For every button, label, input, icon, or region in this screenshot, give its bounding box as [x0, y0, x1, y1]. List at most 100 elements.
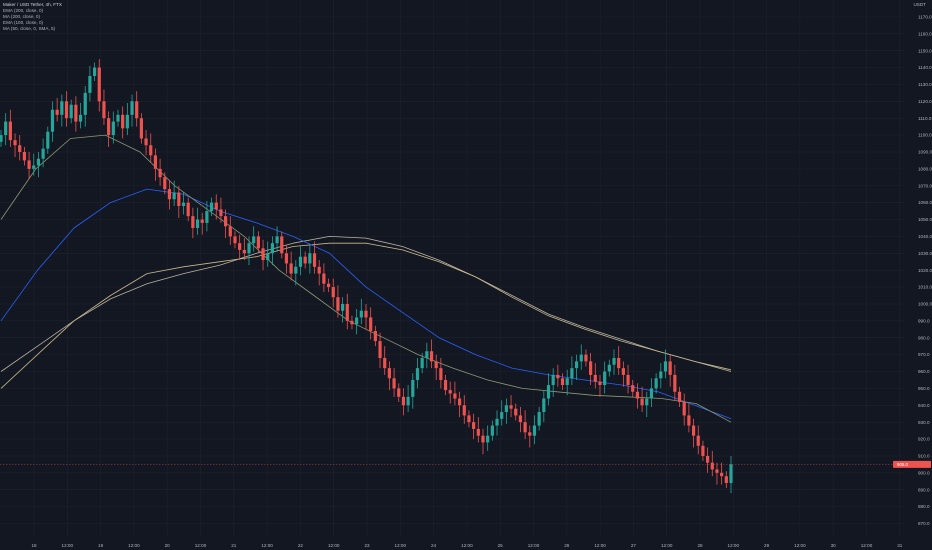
price-tick-label: 1040.0: [918, 234, 932, 239]
moving-average-lines: [0, 134, 732, 423]
candle-body: [364, 310, 368, 318]
ma200-line: [0, 242, 732, 389]
candle: [8, 109, 12, 147]
candle-body: [579, 354, 583, 362]
time-tick-label: 12:00: [328, 543, 340, 548]
currency-unit: USDT: [913, 2, 926, 7]
candle-body: [691, 425, 696, 436]
price-tick-label: 1130.0: [918, 82, 932, 87]
candle: [256, 231, 260, 254]
legend-ma50[interactable]: MA (50, close, 0, SMA, 5): [3, 26, 56, 31]
candle-body: [373, 330, 377, 342]
time-tick-label: 22: [298, 543, 304, 548]
candle: [406, 385, 410, 413]
candle-body: [448, 390, 452, 394]
candle-body: [621, 368, 625, 375]
symbol-title[interactable]: Maker / USD Tether, 4h, FTX: [3, 2, 62, 7]
price-tick-label: 900.0: [918, 470, 930, 475]
candle: [645, 391, 649, 418]
candle-body: [565, 378, 569, 386]
candle-body: [425, 351, 429, 358]
candle-body: [27, 160, 31, 169]
candle: [191, 207, 195, 239]
candle-body: [434, 361, 438, 369]
candle-body: [387, 368, 391, 379]
time-tick-label: 21: [231, 543, 237, 548]
candle: [214, 194, 218, 220]
candle-body: [209, 202, 214, 212]
candle: [617, 346, 621, 375]
candle: [486, 425, 490, 451]
legend-ma200[interactable]: MA (200, close, 0): [3, 14, 41, 19]
legend-ema100[interactable]: EMA (100, close, 0): [3, 20, 44, 25]
candle-body: [200, 219, 204, 223]
candle-body: [397, 388, 401, 397]
last-price-badge-label: 905.0: [897, 462, 909, 467]
price-axis[interactable]: 1170.0 1160.0 1150.0 1140.0 1130.0 1120.0 1110…: [918, 14, 932, 526]
candle-body: [706, 455, 710, 463]
candle: [284, 244, 289, 274]
candle: [383, 346, 387, 375]
candle: [83, 86, 87, 127]
candle: [528, 425, 532, 448]
candle: [434, 354, 438, 380]
candle-body: [298, 256, 303, 267]
time-tick-label: 29: [764, 543, 770, 548]
candle: [481, 428, 485, 455]
candle: [355, 309, 359, 335]
candle: [504, 398, 508, 424]
candle-body: [645, 398, 649, 406]
price-tick-label: 1070.0: [918, 183, 932, 188]
candle-body: [78, 114, 83, 122]
candle: [649, 378, 654, 407]
candle-body: [345, 303, 349, 321]
candle: [570, 356, 574, 386]
candle: [584, 349, 588, 367]
legend-ema200[interactable]: EMA (200, close, 0): [3, 8, 44, 13]
candle: [252, 226, 256, 252]
candle-body: [383, 358, 387, 369]
candle: [50, 101, 55, 142]
candle-body: [542, 398, 546, 413]
candle-body: [289, 263, 293, 274]
candle: [364, 303, 368, 330]
candle: [598, 374, 602, 397]
candle-body: [317, 266, 321, 274]
candle-body: [92, 67, 97, 76]
candle-body: [532, 425, 537, 436]
candle-body: [130, 101, 134, 115]
price-tick-label: 870.0: [918, 521, 930, 526]
candle: [673, 364, 677, 401]
candle: [18, 135, 22, 161]
candle-body: [341, 303, 345, 311]
candle-body: [659, 371, 663, 379]
candle: [317, 260, 321, 286]
candle: [668, 354, 672, 387]
candle-body: [149, 145, 153, 156]
candle-body: [546, 385, 551, 399]
candle-body: [490, 425, 494, 436]
candle: [102, 89, 106, 125]
candle-body: [457, 398, 462, 406]
candle: [158, 158, 162, 186]
candle-body: [453, 393, 457, 399]
candle: [233, 231, 237, 249]
time-tick-label: 28: [697, 543, 703, 548]
time-axis[interactable]: 18 12:00 19 12:00 20 12:00 21 12:00 22 12:00 23 12:…: [31, 543, 902, 548]
candle: [130, 94, 134, 127]
ema100-line: [0, 188, 732, 420]
candle-body: [224, 216, 228, 227]
candle-body: [411, 379, 415, 397]
candle-body: [116, 114, 120, 122]
candle-body: [312, 253, 317, 267]
candle: [453, 381, 457, 406]
candle: [55, 97, 59, 122]
candle: [518, 406, 523, 433]
candle: [280, 231, 284, 259]
candle-body: [617, 358, 621, 369]
candle: [331, 278, 335, 308]
price-tick-label: 1030.0: [918, 251, 932, 256]
indicator-legend: Maker / USD Tether, 4h, FTX EMA (200, cl…: [3, 2, 62, 32]
candle-body: [443, 379, 448, 391]
